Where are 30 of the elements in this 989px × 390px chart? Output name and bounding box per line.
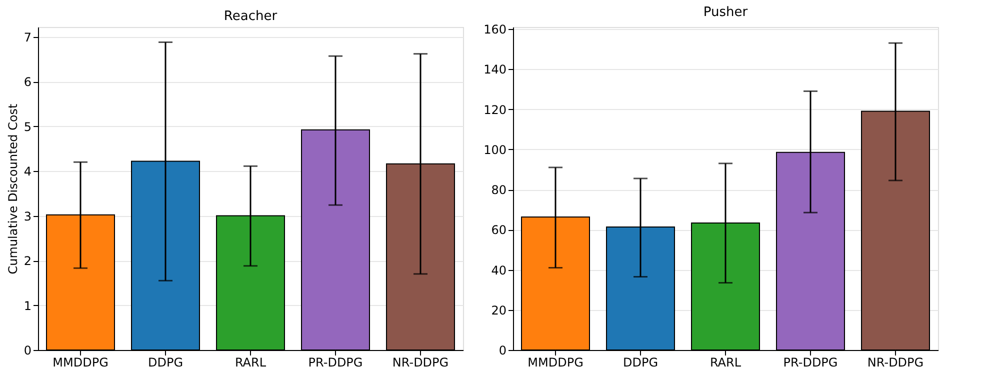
y-tick-label: 60 [491, 223, 506, 238]
y-tick-label: 0 [498, 344, 506, 358]
y-tick-label: 140 [484, 62, 506, 77]
y-axis-title: Cumulative Discounted Cost [6, 103, 20, 274]
x-tick-label: RARL [234, 356, 266, 370]
y-tick-label: 0 [24, 344, 32, 358]
y-tick-label: 1 [24, 298, 32, 313]
x-tick-label: MMDDPG [528, 356, 584, 370]
x-tick-label: RARL [710, 356, 742, 370]
y-tick-label: 40 [491, 263, 506, 278]
x-tick-label: MMDDPG [52, 356, 108, 370]
y-tick-label: 5 [24, 120, 32, 134]
y-tick-label: 6 [24, 75, 32, 90]
y-tick-label: 2 [24, 254, 32, 268]
y-tick-label: 3 [24, 209, 32, 224]
x-tick-label: NR-DDPG [392, 356, 449, 370]
y-tick-label: 120 [484, 102, 506, 117]
x-tick-label: PR-DDPG [308, 356, 363, 370]
chart-title: Pusher [703, 5, 748, 20]
y-tick-label: 160 [484, 22, 506, 37]
y-tick-label: 100 [484, 142, 506, 157]
y-tick-label: 4 [24, 164, 32, 179]
y-tick-label: 7 [24, 30, 32, 44]
y-tick-label: 20 [491, 303, 506, 318]
x-tick-label: PR-DDPG [783, 356, 838, 370]
x-tick-label: DDPG [148, 356, 184, 370]
y-tick-label: 80 [491, 183, 506, 198]
x-tick-label: NR-DDPG [867, 356, 924, 370]
x-tick-label: DDPG [622, 356, 658, 370]
chart-title: Reacher [224, 9, 278, 24]
